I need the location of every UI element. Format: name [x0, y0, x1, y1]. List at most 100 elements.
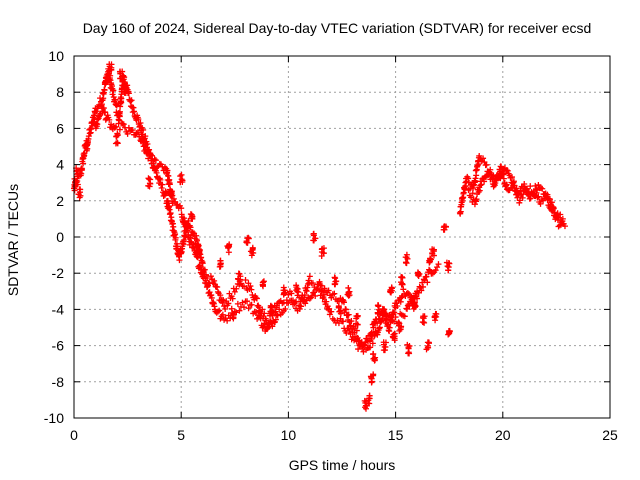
data-point	[318, 287, 325, 294]
data-point	[319, 295, 326, 302]
data-point	[518, 191, 525, 198]
data-point	[527, 195, 534, 202]
data-point	[388, 287, 395, 294]
data-point	[199, 260, 206, 267]
data-point	[216, 307, 223, 314]
data-point	[129, 126, 136, 133]
data-point	[405, 344, 412, 351]
data-point	[205, 282, 211, 289]
data-point	[133, 130, 140, 137]
data-point	[527, 183, 534, 190]
data-point	[220, 297, 227, 304]
data-point	[177, 173, 184, 180]
data-point	[426, 267, 433, 274]
data-point	[396, 320, 403, 327]
data-point	[368, 378, 375, 385]
data-point	[500, 175, 507, 182]
data-point	[400, 286, 407, 293]
data-point	[99, 90, 106, 97]
data-point	[351, 337, 358, 344]
data-point	[225, 249, 232, 256]
data-point	[288, 290, 295, 297]
data-point	[102, 78, 109, 85]
data-point	[242, 277, 249, 284]
data-point	[339, 296, 346, 303]
data-point	[124, 130, 131, 137]
data-point	[397, 298, 404, 305]
data-point	[441, 226, 448, 233]
data-point	[376, 324, 383, 331]
data-point	[353, 327, 360, 334]
data-point	[234, 300, 241, 307]
data-point	[345, 284, 352, 291]
data-point	[122, 85, 129, 92]
data-point	[184, 225, 191, 232]
data-point	[214, 284, 221, 291]
data-point	[214, 288, 221, 295]
data-point	[483, 161, 490, 168]
data-point	[522, 187, 529, 194]
data-point	[110, 87, 117, 94]
data-point	[282, 306, 289, 313]
data-point	[424, 279, 431, 286]
data-point	[261, 320, 268, 327]
data-point	[268, 320, 275, 327]
data-point	[240, 304, 247, 311]
data-point	[399, 281, 406, 288]
data-point	[401, 313, 408, 320]
data-point	[172, 234, 179, 241]
data-point	[434, 264, 441, 271]
data-point	[272, 316, 279, 323]
y-tick-label: 8	[56, 84, 64, 100]
data-point	[473, 172, 480, 179]
data-point	[259, 324, 266, 331]
data-point	[433, 310, 440, 317]
data-point	[207, 273, 214, 280]
data-point	[328, 308, 335, 315]
x-tick-label: 5	[177, 427, 185, 443]
data-point	[318, 246, 325, 253]
data-point	[231, 288, 238, 295]
data-point	[255, 304, 262, 311]
data-point	[194, 237, 201, 244]
data-point	[446, 329, 453, 336]
data-point	[154, 164, 161, 171]
data-point	[390, 331, 397, 338]
data-point	[140, 126, 147, 133]
data-point	[121, 89, 128, 96]
x-tick-label: 25	[602, 427, 618, 443]
data-point	[486, 169, 493, 176]
data-point	[149, 152, 156, 159]
data-point	[257, 315, 264, 322]
data-point	[540, 197, 547, 204]
data-point	[309, 280, 316, 287]
y-tick-label: 10	[48, 48, 64, 64]
data-point	[259, 306, 266, 313]
data-point	[335, 304, 342, 311]
data-point	[174, 243, 181, 250]
data-point	[80, 160, 87, 167]
data-point	[509, 174, 516, 181]
data-point	[276, 306, 283, 313]
data-point	[152, 157, 159, 164]
data-point	[269, 323, 276, 330]
data-point	[249, 249, 256, 256]
data-point	[412, 303, 419, 310]
data-point	[389, 311, 396, 318]
data-point	[481, 178, 488, 185]
data-point	[368, 336, 375, 343]
data-point	[426, 266, 433, 273]
data-point	[391, 318, 398, 325]
data-point	[167, 192, 174, 199]
data-point	[503, 167, 510, 174]
data-point	[332, 280, 339, 287]
data-point	[406, 302, 413, 309]
data-point	[225, 300, 232, 307]
chart-title: Day 160 of 2024, Sidereal Day-to-day VTE…	[83, 20, 592, 36]
data-point	[116, 126, 123, 133]
y-tick-label: 2	[56, 193, 64, 209]
data-point	[112, 140, 119, 147]
data-point	[151, 156, 158, 163]
data-point	[137, 119, 144, 126]
